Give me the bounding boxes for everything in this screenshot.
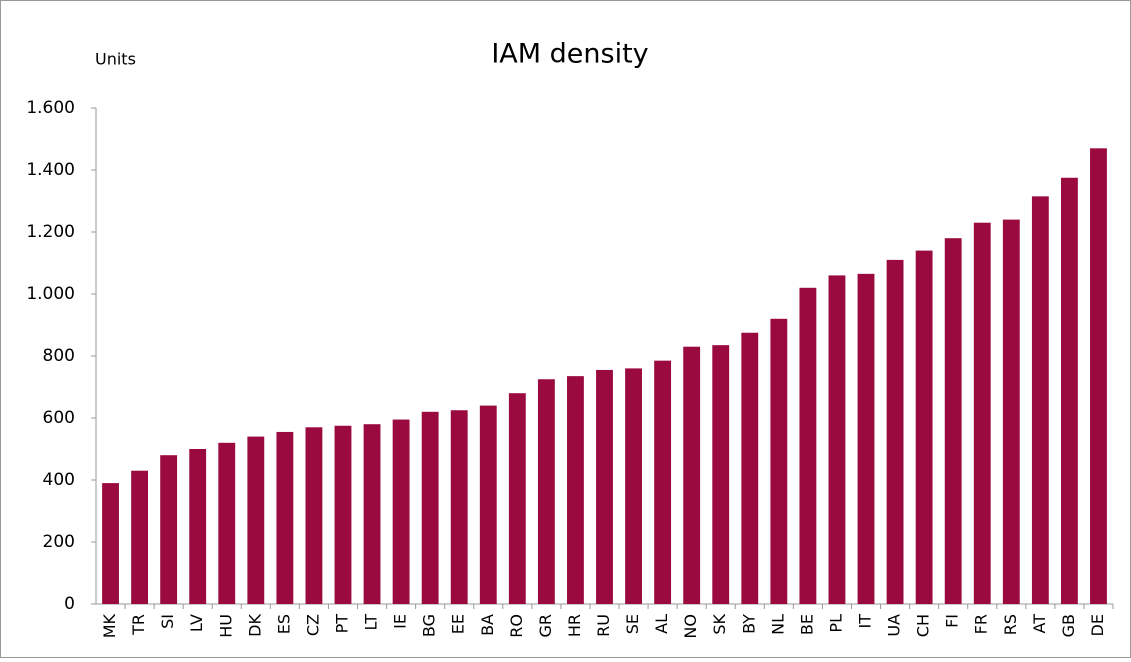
y-tick-label: 200 xyxy=(43,532,75,552)
bar xyxy=(567,376,584,604)
bar xyxy=(741,332,759,604)
bar xyxy=(421,411,439,604)
bar xyxy=(828,275,846,604)
x-tick-label: PL xyxy=(826,614,845,633)
x-tick-label: GB xyxy=(1059,614,1078,637)
bar xyxy=(537,379,555,604)
y-tick-label: 800 xyxy=(43,346,75,366)
x-tick-label: BG xyxy=(420,614,439,637)
x-tick-label: AT xyxy=(1030,614,1049,634)
bar xyxy=(247,436,265,604)
bar xyxy=(392,419,410,604)
x-tick-label: RU xyxy=(594,614,613,637)
bar xyxy=(973,222,991,604)
x-tick-label: RO xyxy=(507,614,526,638)
x-tick-label: DK xyxy=(245,613,264,636)
bar xyxy=(218,442,236,604)
y-tick-label: 0 xyxy=(64,594,75,614)
x-tick-label: HR xyxy=(565,614,584,637)
x-tick-label: BE xyxy=(797,614,816,635)
bar xyxy=(276,431,294,604)
bar xyxy=(131,470,149,604)
x-tick-label: CH xyxy=(914,614,933,637)
bar xyxy=(770,318,788,604)
x-tick-label: ES xyxy=(274,614,293,634)
bar xyxy=(857,273,875,604)
x-tick-label: CZ xyxy=(303,614,322,636)
x-tick-label: UA xyxy=(885,614,904,637)
y-axis-label: Units xyxy=(95,50,136,69)
x-tick-label: DE xyxy=(1088,614,1107,636)
x-tick-label: RS xyxy=(1001,614,1020,635)
bar xyxy=(1090,148,1107,605)
x-tick-label: LT xyxy=(362,614,381,631)
bar xyxy=(160,455,178,604)
bar xyxy=(596,369,613,604)
x-tick-label: BA xyxy=(478,614,497,636)
chart-title: IAM density xyxy=(491,39,648,70)
x-tick-label: SK xyxy=(710,614,729,635)
y-tick-label: 400 xyxy=(43,470,75,490)
x-tick-label: AL xyxy=(652,614,671,634)
y-tick-label: 1.600 xyxy=(26,98,75,118)
x-tick-label: TR xyxy=(129,614,148,636)
x-tick-label: PT xyxy=(332,614,351,634)
bar xyxy=(1060,177,1078,604)
x-tick-label: NO xyxy=(681,614,700,639)
bar xyxy=(886,259,904,604)
bar xyxy=(363,424,381,604)
bar xyxy=(102,483,119,604)
x-tick-label: NL xyxy=(768,614,787,635)
y-tick-label: 1.200 xyxy=(26,222,75,242)
x-tick-label: IT xyxy=(856,614,875,629)
bar xyxy=(334,425,352,604)
bar xyxy=(915,250,933,604)
bar xyxy=(1002,219,1020,604)
bar xyxy=(712,345,730,604)
bar xyxy=(450,410,468,604)
bar xyxy=(305,427,323,604)
x-tick-label: EE xyxy=(449,614,468,634)
bar xyxy=(654,360,672,604)
bar xyxy=(625,368,642,604)
x-tick-label: FR xyxy=(972,614,991,634)
x-tick-label: MK xyxy=(100,613,119,638)
y-tick-label: 600 xyxy=(43,408,75,428)
bar xyxy=(1031,196,1049,604)
x-tick-label: SI xyxy=(158,614,177,629)
bar xyxy=(508,393,526,604)
y-tick-label: 1.400 xyxy=(26,160,75,180)
bar xyxy=(479,405,497,604)
bar xyxy=(189,449,207,604)
bar xyxy=(944,238,962,604)
x-tick-label: BY xyxy=(739,614,758,634)
x-tick-label: GR xyxy=(536,614,555,638)
x-tick-label: FI xyxy=(943,614,962,628)
bar xyxy=(683,346,701,604)
y-tick-label: 1.000 xyxy=(26,284,75,304)
bar xyxy=(799,287,817,604)
x-tick-label: SE xyxy=(623,614,642,634)
x-tick-label: IE xyxy=(391,614,410,629)
x-tick-label: LV xyxy=(187,614,206,632)
x-tick-label: HU xyxy=(216,614,235,638)
